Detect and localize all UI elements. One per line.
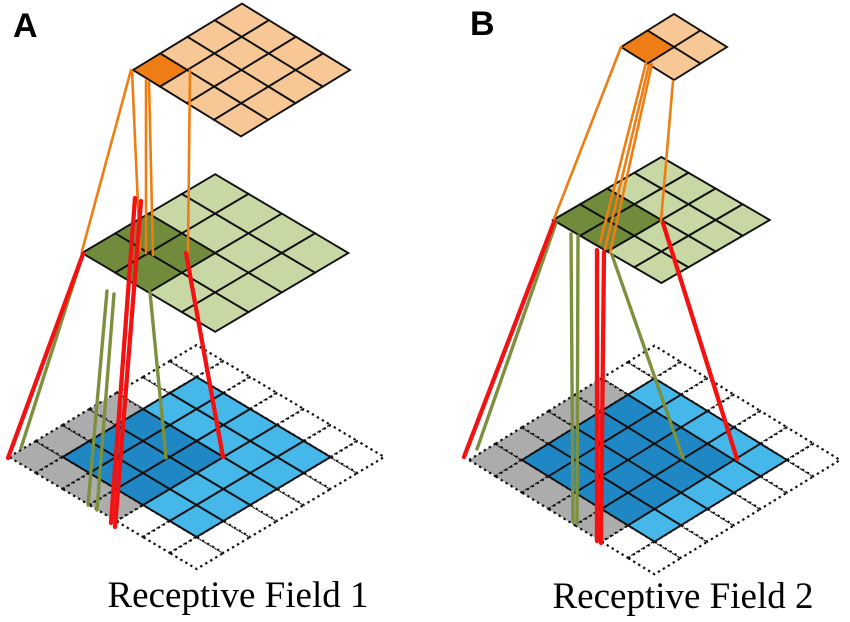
connection-red <box>5 251 86 461</box>
grid-cell <box>146 232 218 274</box>
panel-b-caption: Receptive Field 2 <box>553 576 814 617</box>
connection-olive <box>148 290 168 460</box>
connection-olive <box>95 292 116 512</box>
connection-orange <box>603 63 651 251</box>
panel-b-letter: B <box>470 5 495 43</box>
grid-cell <box>221 375 280 411</box>
panel-a-hidden-layer-grid <box>80 173 351 333</box>
panel-b <box>461 12 843 576</box>
grid-cell <box>131 52 190 88</box>
panel-b-output-layer-grid <box>619 12 729 82</box>
grid-cell <box>732 442 789 478</box>
connection-red <box>112 198 144 530</box>
grid-cell <box>713 203 772 237</box>
connection-red <box>660 220 740 462</box>
grid-cell <box>140 359 199 395</box>
connection-orange <box>552 45 623 221</box>
panel-a-input-layer-grid <box>6 343 387 571</box>
grid-cell <box>679 442 736 478</box>
connection-red <box>461 219 557 460</box>
grid-cell <box>221 503 280 539</box>
panel-b-input-layer-grid <box>466 344 843 576</box>
grid-cell <box>619 29 676 65</box>
connection-olive <box>86 289 109 507</box>
panel-a-caption: Receptive Field 1 <box>108 575 369 616</box>
connection-orange <box>608 62 654 255</box>
grid-cell <box>672 29 729 65</box>
grid-cell <box>328 439 387 475</box>
grid-cell <box>466 442 525 478</box>
grids-and-connections <box>5 2 843 576</box>
panel-a <box>5 2 387 571</box>
connection-orange <box>147 80 155 257</box>
connection-red <box>183 250 226 460</box>
panel-b-labels: B Receptive Field 2 <box>470 5 814 617</box>
grid-cell <box>6 439 65 475</box>
connection-red <box>598 249 607 546</box>
grid-cell <box>784 442 843 478</box>
connection-orange <box>598 61 648 245</box>
grid-cell <box>293 52 352 88</box>
connection-olive <box>610 253 685 460</box>
connection-red <box>108 195 138 526</box>
connection-orange <box>659 79 675 223</box>
connection-olive <box>575 234 580 526</box>
grid-cell <box>652 524 710 560</box>
panel-a-letter: A <box>13 7 38 45</box>
panel-a-labels: A Receptive Field 1 <box>13 7 369 616</box>
grid-cell <box>140 519 199 555</box>
grid-cell <box>279 232 351 274</box>
connection-orange <box>80 68 133 253</box>
panel-a-output-layer-grid <box>131 2 352 138</box>
connection-olive <box>569 232 575 524</box>
connection-orange <box>186 68 192 254</box>
connection-olive <box>475 221 558 451</box>
grid-cell <box>275 439 333 475</box>
